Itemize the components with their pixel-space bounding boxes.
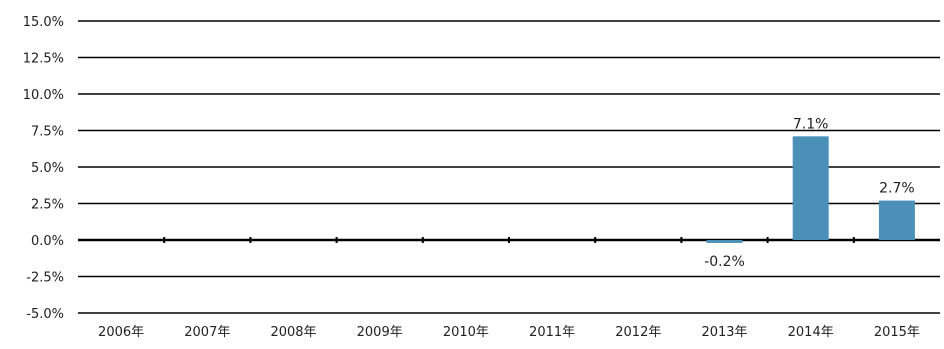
x-tick-label: 2010年 xyxy=(443,325,489,340)
y-tick-label: 12.5% xyxy=(23,52,64,67)
x-tick-label: 2007年 xyxy=(184,325,230,340)
y-tick-label: 15.0% xyxy=(23,15,64,30)
gridlines xyxy=(78,20,940,314)
data-label: 2.7% xyxy=(879,181,915,197)
bar xyxy=(878,200,915,240)
y-tick-label: 2.5% xyxy=(31,198,64,213)
bars xyxy=(706,136,915,243)
x-tick-label: 2015年 xyxy=(874,325,920,340)
x-tick-label: 2008年 xyxy=(270,325,316,340)
y-tick-label: 10.0% xyxy=(23,88,64,103)
bar xyxy=(792,136,829,240)
y-tick-label: -2.5% xyxy=(26,271,64,286)
x-tick-label: 2009年 xyxy=(357,325,403,340)
data-label: -0.2% xyxy=(704,254,745,270)
x-tick-label: 2006年 xyxy=(98,325,144,340)
x-axis-tick-labels: 2006年 2007年 2008年 2009年 2010年 2011年 2012年 2013年… xyxy=(98,325,920,340)
x-tick-label: 2011年 xyxy=(529,325,575,340)
y-tick-label: -5.0% xyxy=(26,307,64,322)
y-axis-tick-labels: 15.0% 12.5% 10.0% 7.5% 5.0% 2.5% 0.0% -2.5% -5.0… xyxy=(23,15,64,322)
data-label: 7.1% xyxy=(793,116,829,132)
x-tick-label: 2014年 xyxy=(788,325,834,340)
y-tick-label: 7.5% xyxy=(31,125,64,140)
x-tick-label: 2013年 xyxy=(701,325,747,340)
data-labels: -0.2% 7.1% 2.7% xyxy=(704,116,915,270)
bar xyxy=(706,240,743,243)
x-tick-label: 2012年 xyxy=(615,325,661,340)
y-tick-label: 5.0% xyxy=(31,161,64,176)
y-tick-label: 0.0% xyxy=(31,234,64,249)
